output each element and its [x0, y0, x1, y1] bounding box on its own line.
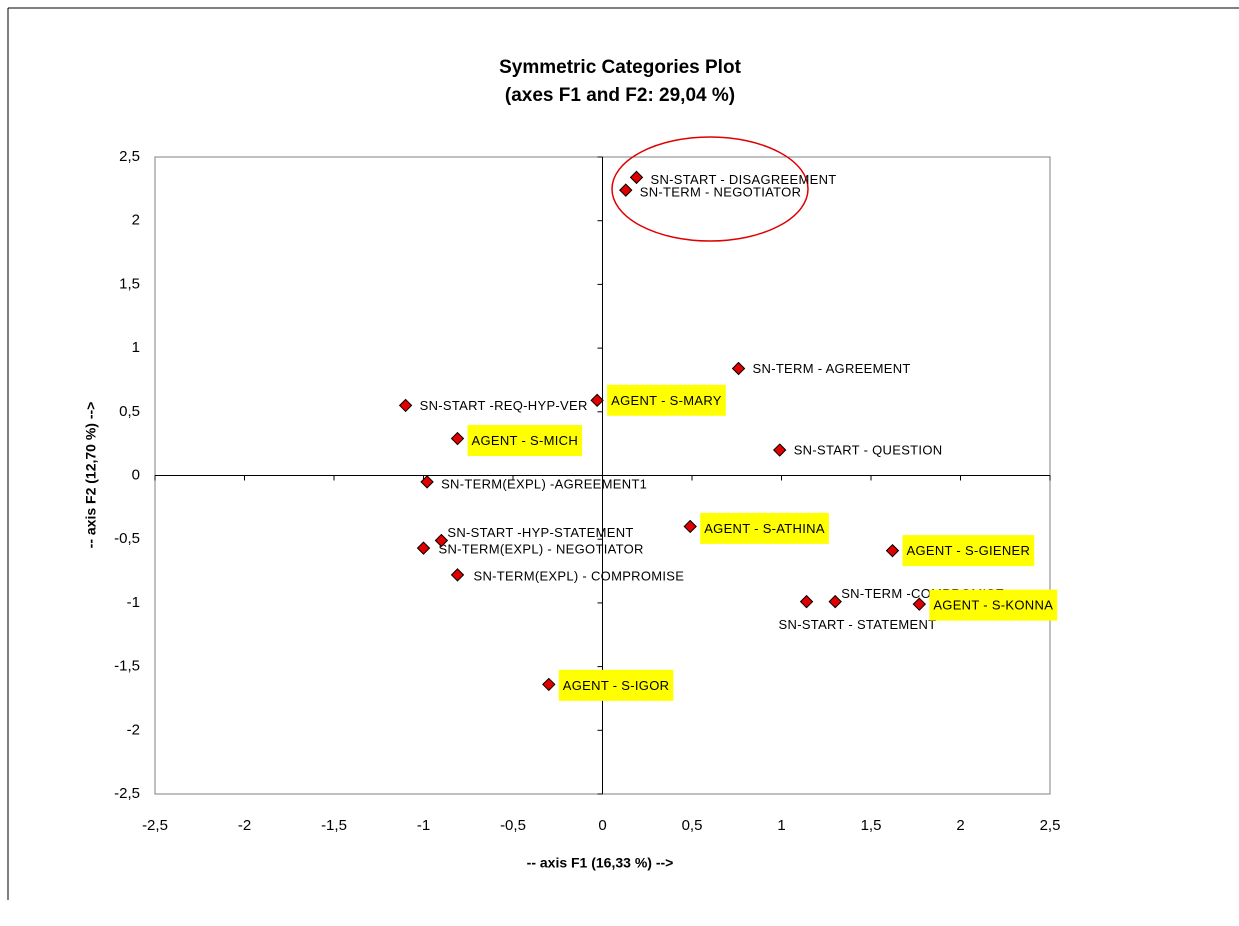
- point-label: AGENT - S-MICH: [472, 433, 579, 448]
- point: [450, 431, 465, 446]
- x-tick-label: -0,5: [500, 817, 526, 834]
- point-label: SN-TERM - NEGOTIATOR: [640, 185, 802, 200]
- point: [683, 519, 697, 534]
- point-label: SN-TERM(EXPL) -AGREEMENT1: [441, 476, 647, 491]
- point: [885, 543, 900, 558]
- point-label: SN-START - STATEMENT: [779, 617, 937, 632]
- point-label: SN-START - QUESTION: [794, 442, 943, 457]
- point: [799, 594, 814, 609]
- x-axis-label: -- axis F1 (16,33 %) -->: [527, 855, 674, 871]
- label-highlight: [929, 589, 1058, 621]
- label-highlight: [467, 424, 583, 456]
- point-label: AGENT - S-KONNA: [933, 598, 1053, 613]
- point: [398, 398, 413, 413]
- point: [619, 183, 633, 197]
- point-label: SN-TERM(EXPL) - NEGOTIATOR: [439, 542, 644, 557]
- point: [731, 361, 746, 376]
- label-highlight: [558, 669, 674, 701]
- chart-subtitle: (axes F1 and F2: 29,04 %): [505, 85, 735, 106]
- y-tick-label: -2,5: [114, 785, 140, 802]
- point-label: AGENT - S-IGOR: [563, 678, 670, 693]
- chart-title: Symmetric Categories Plot: [499, 57, 741, 78]
- point: [542, 677, 556, 692]
- point-label: SN-START -REQ-HYP-VER: [420, 398, 588, 413]
- y-tick-label: 1: [132, 339, 140, 356]
- y-tick-label: -0,5: [114, 530, 140, 547]
- y-axis-label: -- axis F2 (12,70 %) -->: [83, 402, 99, 549]
- y-tick-label: -2: [127, 721, 140, 738]
- x-tick-label: 0: [598, 817, 606, 834]
- point: [450, 568, 465, 582]
- point: [434, 533, 449, 548]
- x-tick-label: 1,5: [861, 817, 882, 834]
- x-tick-label: 0,5: [682, 817, 703, 834]
- y-tick-label: 2,5: [119, 148, 140, 165]
- point: [828, 594, 842, 609]
- x-tick-label: -2,5: [142, 817, 168, 834]
- y-tick-label: 2: [132, 212, 140, 229]
- point-label: AGENT - S-MARY: [611, 393, 722, 408]
- x-tick-label: 2: [956, 817, 964, 834]
- y-tick-label: 1,5: [119, 275, 140, 292]
- x-tick-label: -1,5: [321, 817, 347, 834]
- y-tick-label: -1: [127, 594, 140, 611]
- point: [420, 475, 434, 489]
- y-tick-label: -1,5: [114, 658, 140, 675]
- label-highlight: [902, 535, 1035, 567]
- label-highlight: [700, 512, 829, 544]
- point: [629, 170, 644, 185]
- y-tick-label: 0: [132, 466, 140, 483]
- point: [773, 443, 787, 457]
- x-tick-label: 1: [777, 817, 785, 834]
- point-label: AGENT - S-GIENER: [906, 543, 1030, 558]
- x-tick-label: 2,5: [1040, 817, 1061, 834]
- point: [590, 393, 604, 408]
- point-label: AGENT - S-ATHINA: [704, 521, 825, 536]
- label-highlight: [607, 384, 726, 416]
- y-tick-label: 0,5: [119, 403, 140, 420]
- x-tick-label: -2: [238, 817, 251, 834]
- point-label: SN-TERM(EXPL) - COMPROMISE: [474, 568, 685, 583]
- x-tick-label: -1: [417, 817, 430, 834]
- point: [416, 541, 431, 555]
- annotation-ellipse: [611, 136, 809, 242]
- point-label: SN-TERM - AGREEMENT: [753, 361, 911, 376]
- point-label: SN-START -HYP-STATEMENT: [447, 525, 633, 540]
- point-label: SN-START - DISAGREEMENT: [651, 172, 837, 187]
- point: [912, 597, 927, 611]
